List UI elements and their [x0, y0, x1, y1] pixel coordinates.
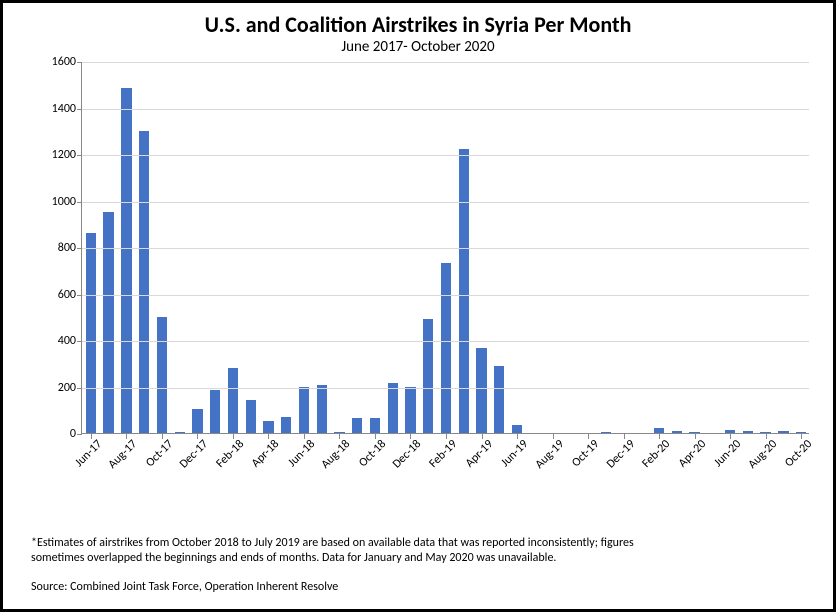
- bar: [263, 421, 273, 433]
- bar: [103, 212, 113, 433]
- bar: [317, 385, 327, 433]
- xtick-label: Oct-17: [139, 433, 176, 470]
- bar: [246, 400, 256, 433]
- plot-area: 02004006008001000120014001600Jun-17Aug-1…: [81, 62, 809, 434]
- xtick-label: Aug-18: [315, 433, 354, 472]
- bar: [512, 425, 522, 433]
- bar: [601, 432, 611, 433]
- xtick-label: Dec-17: [173, 433, 211, 471]
- footnote-line1: *Estimates of airstrikes from October 20…: [31, 536, 813, 551]
- xtick-label: Feb-18: [209, 433, 247, 471]
- bar: [192, 409, 202, 433]
- xtick-label: Feb-20: [635, 433, 673, 471]
- ytick-label: 1000: [52, 195, 82, 209]
- bar: [423, 319, 433, 433]
- ytick-label: 1200: [52, 148, 82, 162]
- bar: [86, 233, 96, 433]
- bar: [459, 149, 469, 433]
- chart-area: 02004006008001000120014001600Jun-17Aug-1…: [21, 62, 815, 524]
- gridline: [82, 109, 809, 110]
- xtick-label: Jun-19: [494, 433, 531, 470]
- bar: [405, 387, 415, 434]
- gridline: [82, 388, 809, 389]
- gridline: [82, 248, 809, 249]
- xtick-label: Oct-18: [352, 433, 389, 470]
- xtick-label: Apr-18: [245, 433, 282, 470]
- bar: [743, 431, 753, 433]
- gridline: [82, 295, 809, 296]
- bar: [299, 387, 309, 434]
- bar: [476, 348, 486, 433]
- ytick-label: 1400: [52, 102, 82, 116]
- bar: [157, 317, 167, 433]
- xtick-label: Jun-20: [707, 433, 744, 470]
- gridline: [82, 155, 809, 156]
- ytick-label: 600: [58, 288, 82, 302]
- gridline: [82, 341, 809, 342]
- bar: [672, 431, 682, 433]
- xtick-label: Dec-19: [599, 433, 637, 471]
- chart-frame: U.S. and Coalition Airstrikes in Syria P…: [0, 0, 836, 612]
- ytick-label: 400: [58, 334, 82, 348]
- xtick-label: Feb-19: [422, 433, 460, 471]
- ytick-label: 200: [58, 381, 82, 395]
- xtick-label: Oct-19: [565, 433, 602, 470]
- bar: [121, 88, 131, 433]
- xtick-label: Oct-20: [778, 433, 815, 470]
- footnote-source: Source: Combined Joint Task Force, Opera…: [31, 580, 813, 595]
- xtick-label: Aug-20: [741, 433, 780, 472]
- bar: [494, 366, 504, 433]
- bar: [210, 390, 220, 433]
- bar: [778, 431, 788, 433]
- chart-subtitle: June 2017- October 2020: [21, 38, 815, 56]
- xtick-label: Dec-18: [386, 433, 424, 471]
- bar: [370, 418, 380, 433]
- chart-title: U.S. and Coalition Airstrikes in Syria P…: [21, 11, 815, 38]
- bar: [175, 432, 185, 433]
- xtick-label: Apr-20: [671, 433, 708, 470]
- ytick-label: 0: [70, 427, 82, 441]
- bar: [352, 418, 362, 433]
- gridline: [82, 202, 809, 203]
- bar: [228, 368, 238, 433]
- gridline: [82, 62, 809, 63]
- footnote-line2: sometimes overlapped the beginnings and …: [31, 551, 813, 566]
- ytick-label: 800: [58, 241, 82, 255]
- bar: [281, 417, 291, 433]
- xtick-label: Apr-19: [458, 433, 495, 470]
- xtick-label: Aug-19: [528, 433, 567, 472]
- bar: [388, 383, 398, 433]
- bar: [441, 263, 451, 433]
- xtick-label: Jun-18: [281, 433, 318, 470]
- ytick-label: 1600: [52, 55, 82, 69]
- xtick-label: Aug-17: [102, 433, 141, 472]
